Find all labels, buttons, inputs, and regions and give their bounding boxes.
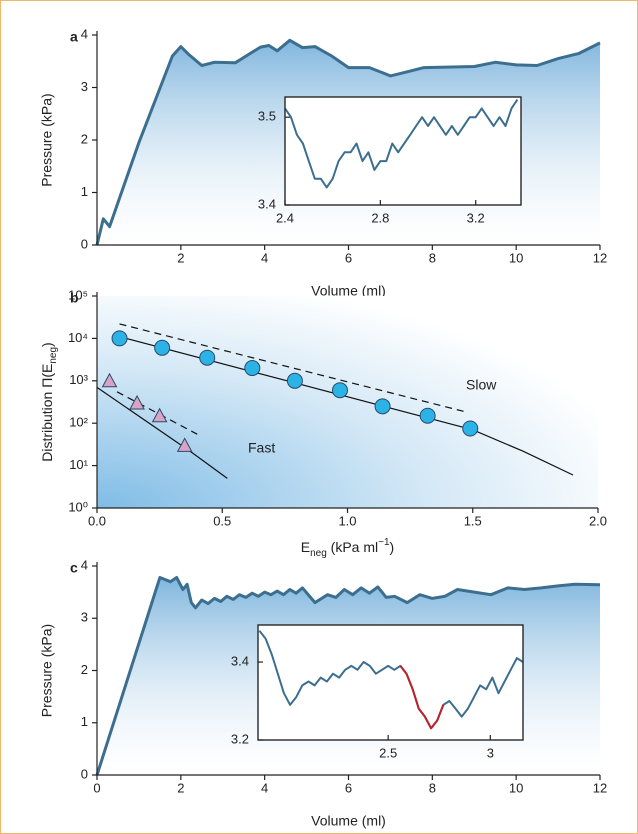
x-tick-label: 10: [509, 250, 523, 265]
y-tick-label: 3: [81, 79, 88, 94]
y-tick-label: 3.4: [258, 196, 276, 211]
panel-label: a: [70, 29, 78, 45]
x-tick-label: 10: [509, 780, 523, 795]
x-tick-label: 2.4: [276, 210, 294, 225]
y-axis-label: Distribution Π(Eneg): [39, 342, 59, 461]
slow-point: [374, 398, 391, 415]
x-tick-label: 12: [593, 250, 607, 265]
x-tick-label: 2.0: [589, 513, 607, 528]
x-tick-label: 1.5: [464, 513, 482, 528]
x-tick-label: 6: [345, 780, 352, 795]
y-tick-label: 0: [81, 236, 88, 251]
y-tick-label: 2: [81, 662, 88, 677]
x-tick-label: 8: [429, 250, 436, 265]
inset-frame: [284, 96, 522, 206]
label-part: Distribution Π(E: [39, 364, 55, 462]
label-part: (kPa ml: [327, 539, 378, 555]
inset-border: [284, 96, 522, 206]
label-part: −1: [378, 537, 390, 548]
x-tick-label: 2: [177, 780, 184, 795]
y-tick-label: 3: [81, 610, 88, 625]
slow-point: [286, 372, 303, 389]
y-tick-label: 10³: [69, 372, 88, 387]
x-tick-label: 0.5: [213, 513, 231, 528]
fast-point: [101, 372, 118, 388]
y-tick-label: 4: [81, 26, 88, 41]
y-tick-label: 10⁴: [68, 330, 88, 345]
x-axis-label: Eneg (kPa ml−1): [301, 537, 394, 559]
x-tick-label: 2.5: [379, 745, 397, 760]
fast-point: [129, 394, 145, 410]
x-axis-label: Volume (ml): [311, 283, 386, 299]
x-tick-label: 2: [177, 250, 184, 265]
fit-line: [96, 386, 228, 479]
fast-point: [151, 407, 168, 423]
annotation-slow: Slow: [466, 377, 497, 393]
y-tick-label: 10⁵: [68, 287, 88, 302]
annotation-fast: Fast: [248, 440, 275, 456]
inset-line: [284, 99, 519, 189]
label-part: ): [390, 539, 395, 555]
x-tick-label: 3: [487, 745, 494, 760]
y-tick-label: 3.4: [231, 653, 249, 668]
label-part: neg: [310, 548, 327, 559]
x-tick-label: 12: [593, 780, 607, 795]
y-tick-label: 2: [81, 131, 88, 146]
slow-point: [111, 330, 128, 347]
slow-point: [154, 339, 171, 356]
y-axis-label: Pressure (kPa): [39, 624, 55, 717]
x-tick-label: 0.0: [88, 513, 106, 528]
inset-line: [258, 630, 524, 730]
x-tick-label: 3.2: [467, 210, 485, 225]
x-axis-label: Volume (ml): [311, 813, 386, 829]
x-tick-label: 4: [261, 780, 268, 795]
dashed-fit-line: [116, 391, 198, 435]
inset-border: [257, 624, 524, 741]
x-tick-label: 2.8: [371, 210, 389, 225]
y-tick-label: 3.2: [231, 731, 249, 746]
label-part: ): [39, 342, 55, 347]
y-tick-label: 0: [81, 766, 88, 781]
x-tick-label: 0: [93, 780, 100, 795]
inset-line: [399, 665, 445, 730]
panel-label: c: [70, 560, 78, 576]
y-axis-label: Pressure (kPa): [39, 93, 55, 186]
inset-frame: [257, 624, 524, 741]
y-tick-label: 10²: [69, 415, 88, 430]
y-tick-label: 10¹: [69, 457, 88, 472]
y-tick-label: 4: [81, 557, 88, 572]
label-part: E: [301, 539, 310, 555]
label-part: neg: [48, 347, 59, 364]
x-tick-label: 1.0: [338, 513, 356, 528]
pressure-line: [95, 38, 601, 246]
x-tick-label: 4: [261, 250, 268, 265]
pressure-line: [95, 576, 601, 776]
y-tick-label: 10⁰: [68, 499, 88, 514]
slow-point: [199, 349, 216, 366]
y-tick-label: 3.5: [258, 109, 276, 124]
plot-background: [97, 296, 598, 508]
y-tick-label: 1: [81, 184, 88, 199]
slow-point: [244, 360, 261, 377]
slow-point: [462, 420, 479, 437]
panel-label: b: [70, 290, 79, 306]
y-tick-label: 1: [81, 714, 88, 729]
slow-point: [419, 407, 436, 424]
x-tick-label: 8: [429, 780, 436, 795]
x-tick-label: 6: [345, 250, 352, 265]
fast-point: [176, 437, 193, 452]
slow-point: [331, 382, 348, 399]
